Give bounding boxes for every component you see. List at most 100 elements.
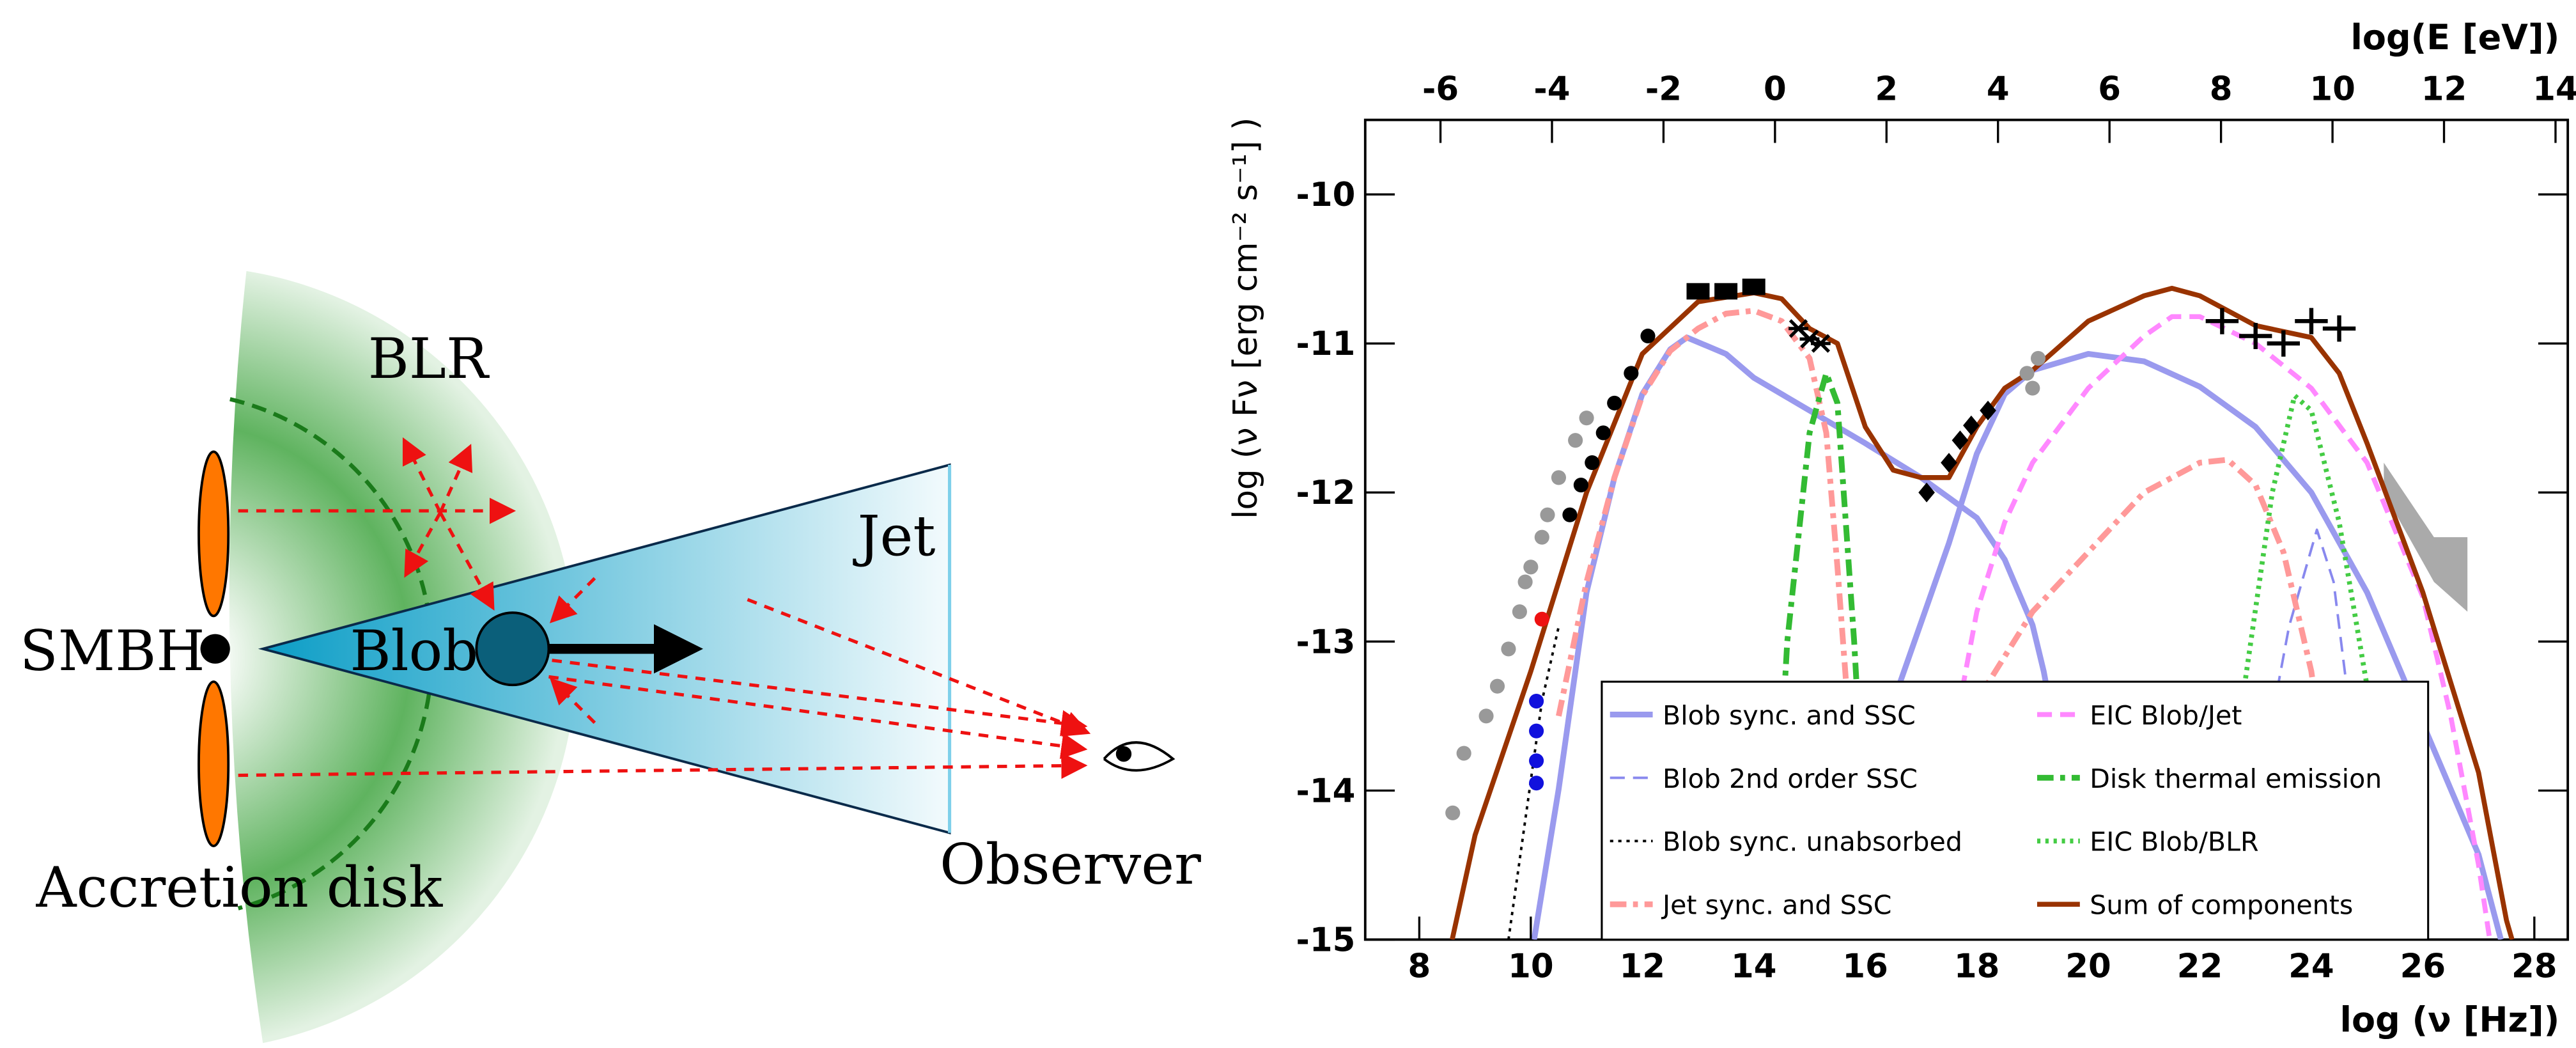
series-line — [1531, 334, 2504, 940]
data-point — [1951, 430, 1969, 451]
data-point — [1595, 425, 1611, 441]
smbh-label: SMBH — [20, 618, 205, 684]
x-tick-label: 14 — [1731, 948, 1777, 986]
x2-tick-label: 0 — [1764, 70, 1787, 109]
data-point — [1534, 611, 1549, 627]
x-tick-label: 16 — [1842, 948, 1888, 986]
x-tick-label: 18 — [1954, 948, 2000, 986]
butterfly — [2384, 462, 2468, 612]
x2-tick-label: 4 — [1987, 70, 2010, 109]
data-point — [1528, 693, 1544, 709]
data-point — [1686, 283, 1710, 300]
data-point — [1640, 328, 1656, 344]
jet-label: Jet — [853, 503, 936, 568]
y-tick-label: -14 — [1296, 772, 1356, 810]
x2-tick-label: 12 — [2421, 70, 2467, 109]
data-point — [1512, 604, 1527, 620]
y-tick-label: -10 — [1296, 176, 1356, 214]
data-point — [1562, 507, 1578, 522]
legend-label: Sum of components — [2090, 890, 2353, 921]
series-line — [1918, 314, 2492, 940]
data-point — [2019, 366, 2035, 381]
disk-upper — [198, 450, 230, 618]
x-tick-label: 24 — [2288, 948, 2334, 986]
data-point — [1624, 366, 1639, 381]
data-point — [1478, 708, 1494, 724]
disk-label: Accretion disk — [36, 855, 444, 920]
diagram: BLR Jet SMBH Blob Accretion disk Observe… — [20, 270, 1201, 1044]
x2-tick-label: 8 — [2210, 70, 2233, 109]
data-point — [1810, 334, 1831, 353]
data-point — [2239, 322, 2272, 350]
series-line — [1507, 626, 1560, 940]
y-tick-label: -15 — [1296, 921, 1356, 959]
x-tick-label: 28 — [2511, 948, 2557, 986]
legend-label: EIC Blob/BLR — [2090, 827, 2258, 857]
x-axis-label: log (ν [Hz]) — [2340, 999, 2560, 1040]
smbh — [200, 634, 230, 664]
data-point — [2322, 315, 2356, 342]
disk-lower — [198, 680, 230, 847]
y-axis-label: log (ν Fν [erg cm⁻² s⁻¹] ) — [1227, 118, 1265, 519]
x2-tick-label: -4 — [1533, 70, 1570, 109]
blob-label: Blob — [350, 618, 478, 684]
legend-label: Blob sync. and SSC — [1663, 700, 1916, 731]
data-point — [1573, 478, 1588, 493]
legend-label: Disk thermal emission — [2090, 763, 2382, 794]
blr-label: BLR — [368, 326, 490, 391]
data-point — [1528, 753, 1544, 769]
x2-tick-label: -6 — [1422, 70, 1459, 109]
data-point — [1501, 641, 1516, 657]
data-point — [1980, 400, 1996, 421]
series-line — [1767, 370, 1874, 940]
photon-arrows — [238, 437, 1091, 779]
data-point — [2205, 308, 2239, 334]
legend-box — [1601, 680, 2430, 941]
data-point — [1528, 776, 1544, 791]
data-point — [2025, 380, 2040, 396]
data-point — [1742, 278, 1765, 295]
observer-label: Observer — [940, 832, 1201, 897]
data-point — [1918, 482, 1935, 503]
legend-label: EIC Blob/Jet — [2090, 700, 2242, 731]
legend-label: Blob sync. unabsorbed — [1663, 827, 1962, 857]
blob — [475, 611, 550, 687]
data-point — [1963, 415, 1980, 435]
data-point — [1534, 529, 1549, 545]
data-point — [1714, 283, 1738, 300]
data-point — [1523, 559, 1539, 575]
x2-tick-label: 2 — [1875, 70, 1898, 109]
x2-tick-label: 10 — [2309, 70, 2355, 109]
x-tick-label: 8 — [1408, 948, 1431, 986]
legend: Blob sync. and SSC Blob 2nd order SSC Blob… — [1601, 680, 2430, 941]
data-point — [1585, 455, 1600, 471]
x-tick-label: 12 — [1620, 948, 1666, 986]
y-tick-label: -11 — [1296, 325, 1356, 363]
data-point — [1456, 746, 1471, 761]
x-tick-label: 26 — [2400, 948, 2446, 986]
x-tick-label: 10 — [1508, 948, 1554, 986]
data-point — [1579, 411, 1594, 426]
x2-tick-label: 6 — [2098, 70, 2121, 109]
data-point — [2267, 330, 2301, 357]
x2-tick-label: 14 — [2533, 70, 2576, 109]
data-point — [2030, 350, 2046, 366]
y-tick-label: -13 — [1296, 623, 1356, 661]
data-point — [1489, 678, 1505, 694]
data-point — [1517, 574, 1533, 590]
data-point — [1540, 507, 1555, 522]
x2-tick-label: -2 — [1645, 70, 1682, 109]
data-point — [1551, 470, 1567, 485]
data-point — [1445, 805, 1461, 820]
x-tick-label: 20 — [2065, 948, 2111, 986]
sed-chart: log (ν [Hz]) log(E [eV]) log (ν Fν [erg … — [1227, 17, 2576, 1040]
data-point — [1607, 395, 1622, 411]
eye — [1103, 741, 1175, 772]
data-point — [1528, 723, 1544, 739]
data-point — [1568, 433, 1583, 448]
x2-axis-label: log(E [eV]) — [2350, 17, 2559, 58]
legend-label: Blob 2nd order SSC — [1663, 763, 1918, 794]
legend-label: Jet sync. and SSC — [1661, 890, 1892, 921]
